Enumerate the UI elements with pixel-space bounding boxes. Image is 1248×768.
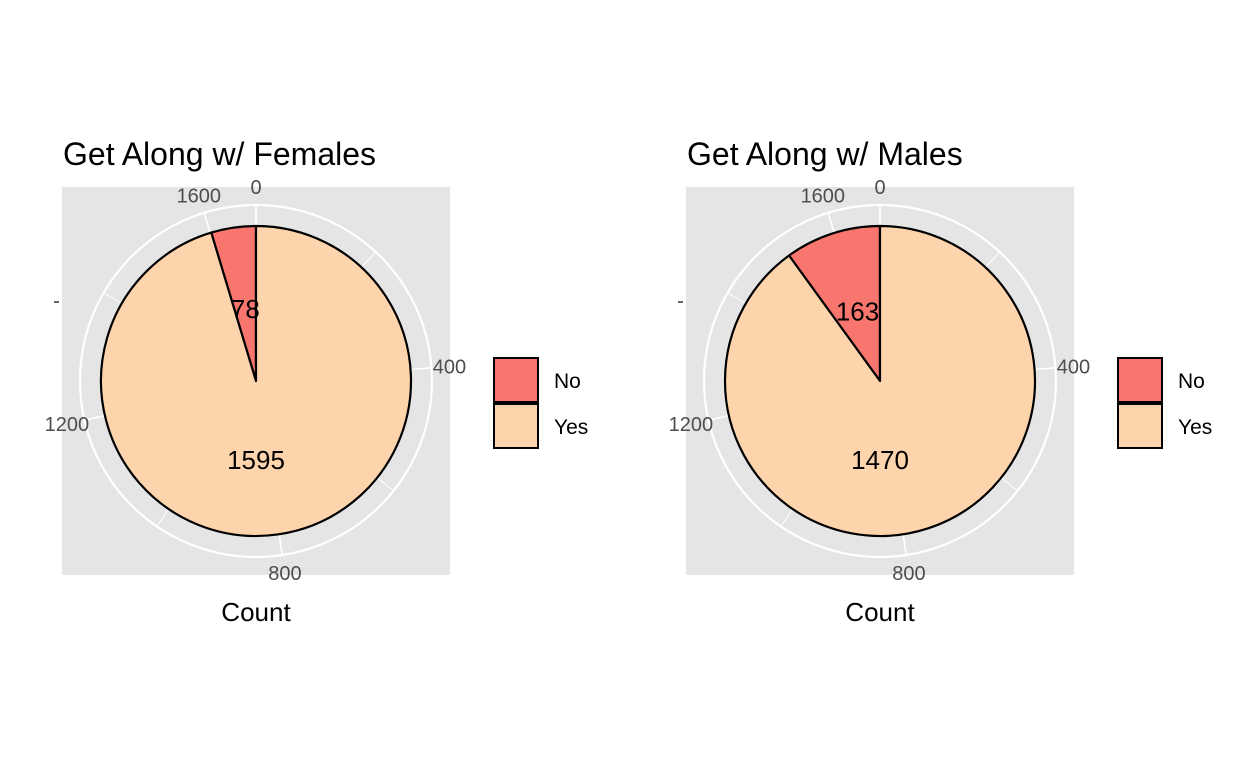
tick-label-1200: 1200 <box>669 414 714 436</box>
chart-title: Get Along w/ Females <box>63 136 376 172</box>
legend-label-no: No <box>1178 370 1205 393</box>
chart-females: Get Along w/ Females 78 1595 0 400 800 1200 160… <box>45 136 589 627</box>
legend: No Yes <box>1117 357 1212 449</box>
grid-line-800 <box>902 533 908 556</box>
tick-label-400: 400 <box>433 357 466 379</box>
legend-swatch-no <box>1117 357 1163 403</box>
grid-line-1600 <box>827 212 836 235</box>
grid-minor-line <box>984 251 1001 269</box>
legend-swatch-yes <box>1117 403 1163 449</box>
grid-minor-line <box>156 507 170 527</box>
grid-minor-line <box>1000 476 1018 492</box>
grid-minor-line <box>360 251 377 269</box>
grid-minor-line <box>727 292 747 305</box>
slice-label-no: 78 <box>231 294 260 324</box>
tick-label-0: 0 <box>250 177 261 199</box>
grid-line-1200 <box>84 414 107 421</box>
pie-slice-yes <box>99 224 413 538</box>
chart-males: Get Along w/ Males 163 1470 0 400 800 1200 1600… <box>669 136 1213 627</box>
legend-label-yes: Yes <box>1178 416 1212 439</box>
legend: No Yes <box>493 357 588 449</box>
slice-label-no: 163 <box>836 297 879 327</box>
grid-line-800 <box>278 533 284 556</box>
grid-minor-line <box>376 476 394 492</box>
grid-minor-line <box>780 507 794 527</box>
tick-label-400: 400 <box>1057 357 1090 379</box>
x-axis-title: Count <box>845 597 915 627</box>
chart-title: Get Along w/ Males <box>687 136 963 172</box>
pie-slice-yes <box>723 224 1037 538</box>
legend-swatch-no <box>493 357 539 403</box>
legend-label-no: No <box>554 370 581 393</box>
x-axis-title: Count <box>221 597 291 627</box>
slice-label-yes: 1470 <box>851 445 909 475</box>
tick-label-1600: 1600 <box>801 186 846 208</box>
tick-label-1600: 1600 <box>177 186 222 208</box>
tick-label-0: 0 <box>874 177 885 199</box>
grid-minor-line <box>103 292 123 305</box>
grid-line-1200 <box>708 414 731 421</box>
tick-label-800: 800 <box>892 563 925 585</box>
legend-swatch-yes <box>493 403 539 449</box>
tick-label-800: 800 <box>268 563 301 585</box>
grid-line-400 <box>1033 367 1056 371</box>
slice-label-yes: 1595 <box>227 445 285 475</box>
grid-line-1600 <box>203 212 212 235</box>
legend-label-yes: Yes <box>554 416 588 439</box>
tick-label-1200: 1200 <box>45 414 90 436</box>
pie-slice-no <box>787 224 882 383</box>
grid-line-400 <box>409 367 432 371</box>
